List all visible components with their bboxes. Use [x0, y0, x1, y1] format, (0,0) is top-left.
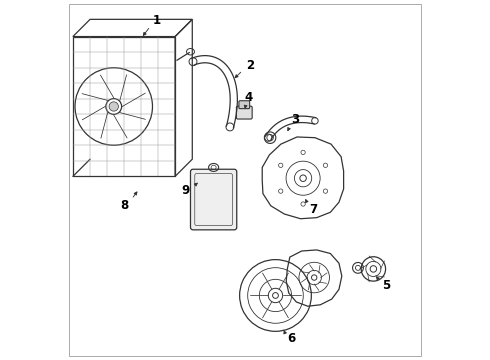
Text: 6: 6: [288, 332, 296, 345]
Text: 8: 8: [121, 199, 129, 212]
Text: 7: 7: [309, 203, 317, 216]
Circle shape: [109, 102, 119, 111]
Text: 2: 2: [246, 59, 254, 72]
Text: 1: 1: [153, 14, 161, 27]
Text: 9: 9: [182, 184, 190, 197]
Text: 5: 5: [383, 279, 391, 292]
FancyBboxPatch shape: [239, 101, 250, 109]
FancyBboxPatch shape: [236, 106, 252, 119]
Text: 4: 4: [245, 91, 253, 104]
FancyBboxPatch shape: [191, 169, 237, 230]
Text: 3: 3: [291, 113, 299, 126]
